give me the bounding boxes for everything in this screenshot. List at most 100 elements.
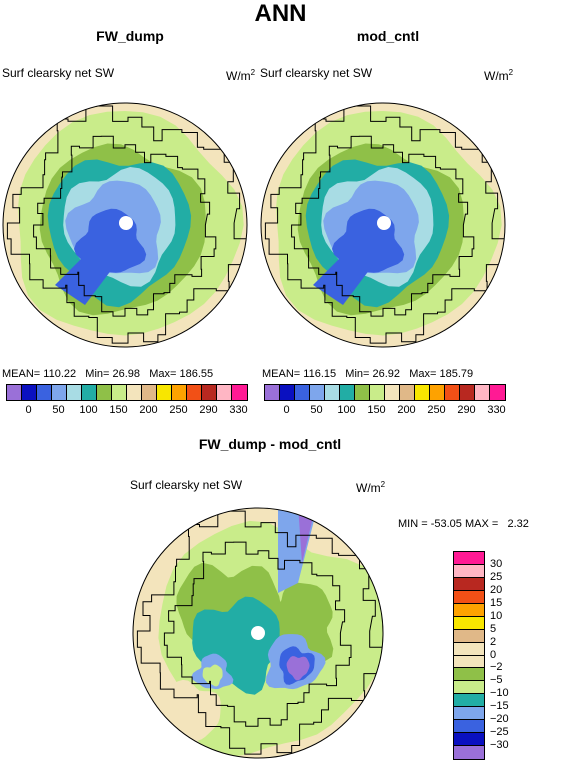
map-field	[133, 508, 383, 758]
colorbar-swatch	[202, 385, 217, 400]
colorbar-tick-label: 250	[169, 404, 188, 416]
colorbar-tick-label: 0	[490, 648, 497, 661]
colorbar-swatch	[157, 385, 172, 400]
colorbar-swatch	[454, 590, 484, 604]
panel1-stats: MEAN= 110.22 Min= 26.98 Max= 186.55	[2, 368, 214, 380]
panel2-units: W/m2	[484, 68, 514, 83]
colorbar-swatch	[475, 385, 490, 400]
coastline	[163, 541, 352, 727]
colorbar-tick-label: 5	[490, 622, 497, 635]
colorbar-swatch	[310, 385, 325, 400]
pole-hole	[377, 216, 391, 230]
panel2-max: 185.79	[439, 368, 474, 380]
colorbar-swatch	[454, 616, 484, 630]
colorbar-swatch	[454, 552, 484, 565]
colorbar-swatch	[142, 385, 157, 400]
colorbar-swatch	[97, 385, 112, 400]
colorbar-swatch	[454, 694, 484, 708]
colorbar-swatch	[454, 655, 484, 669]
colorbar-swatch	[454, 733, 484, 747]
colorbar-tick-label: −30	[490, 739, 509, 752]
colorbar-swatch	[454, 746, 484, 759]
colorbar-tick-label: 330	[487, 404, 506, 416]
colorbar-tick-label: 50	[310, 404, 323, 416]
colorbar-tick-label: −25	[490, 726, 509, 739]
diff-polar-map	[132, 507, 384, 759]
map-border	[260, 102, 506, 348]
pole-hole	[251, 626, 265, 640]
panel1-max: 186.55	[179, 368, 214, 380]
panel1-mean: 110.22	[43, 368, 77, 380]
colorbar-tick-label: 290	[199, 404, 218, 416]
colorbar-tick-label: 290	[457, 404, 476, 416]
colorbar-swatch	[112, 385, 127, 400]
colorbar-tick-label: −15	[490, 700, 509, 713]
colorbar-tick-label: 200	[397, 404, 416, 416]
field-band	[286, 656, 310, 681]
colorbar-swatch	[415, 385, 430, 400]
colorbar-tick-label: 250	[427, 404, 446, 416]
panel2-polar-map	[260, 102, 506, 348]
coastline	[33, 135, 217, 317]
colorbar-swatch	[52, 385, 67, 400]
coastline	[264, 105, 505, 344]
colorbar-swatch	[232, 385, 247, 400]
colorbar-swatch	[265, 385, 280, 400]
colorbar-swatch	[454, 707, 484, 721]
colorbar-swatch	[460, 385, 475, 400]
field-band	[313, 245, 373, 305]
diff-max: 2.32	[507, 518, 529, 530]
colorbar-swatch	[454, 720, 484, 734]
map-border	[2, 102, 248, 348]
colorbar-tick-label: 100	[79, 404, 98, 416]
colorbar-swatch	[400, 385, 415, 400]
coastline	[136, 510, 383, 755]
colorbar-swatch	[355, 385, 370, 400]
diff-stats: MIN = -53.05 MAX = 2.32	[398, 518, 529, 530]
colorbar-tick-label: −10	[490, 687, 509, 700]
colorbar-tick-label: 25	[490, 570, 503, 583]
panel2-stats: MEAN= 116.15 Min= 26.92 Max= 185.79	[262, 368, 474, 380]
colorbar-tick-label: 200	[139, 404, 158, 416]
colorbar-tick-label: 10	[490, 609, 503, 622]
colorbar-swatch	[454, 564, 484, 578]
panel2-colorbar	[264, 384, 506, 401]
map-border	[132, 507, 384, 759]
colorbar-tick-label: 0	[25, 404, 32, 416]
field-band	[202, 664, 223, 687]
colorbar-swatch	[7, 385, 22, 400]
colorbar-swatch	[445, 385, 460, 400]
colorbar-tick-label: 20	[490, 583, 503, 596]
diff-colorbar	[453, 551, 485, 760]
panel1-field-label: Surf clearsky net SW	[2, 66, 115, 80]
colorbar-swatch	[454, 681, 484, 695]
colorbar-swatch	[454, 642, 484, 656]
colorbar-tick-label: 150	[109, 404, 128, 416]
colorbar-tick-label: 0	[283, 404, 290, 416]
panel2-colorbar-labels: 0 50 100 150 200 250 290 330	[264, 404, 506, 418]
diff-min: -53.05	[430, 518, 462, 530]
colorbar-swatch	[37, 385, 52, 400]
colorbar-swatch	[187, 385, 202, 400]
colorbar-swatch	[490, 385, 505, 400]
colorbar-tick-label: −2	[490, 661, 503, 674]
panel2-field-label: Surf clearsky net SW	[260, 66, 373, 80]
colorbar-swatch	[127, 385, 142, 400]
pole-hole	[119, 216, 133, 230]
colorbar-swatch	[340, 385, 355, 400]
colorbar-tick-label: 330	[229, 404, 248, 416]
panel2-mean: 116.15	[303, 368, 337, 380]
colorbar-swatch	[454, 603, 484, 617]
field-band	[55, 245, 115, 305]
colorbar-swatch	[82, 385, 97, 400]
panel1-title: FW_dump	[96, 28, 164, 44]
colorbar-swatch	[325, 385, 340, 400]
colorbar-tick-label: 150	[367, 404, 386, 416]
colorbar-swatch	[172, 385, 187, 400]
colorbar-tick-label: −5	[490, 674, 503, 687]
panel2-title: mod_cntl	[356, 28, 420, 44]
panel1-colorbar-labels: 0 50 100 150 200 250 290 330	[6, 404, 248, 418]
coastline	[6, 105, 247, 344]
panel2-min: 26.92	[372, 368, 401, 380]
colorbar-swatch	[217, 385, 232, 400]
